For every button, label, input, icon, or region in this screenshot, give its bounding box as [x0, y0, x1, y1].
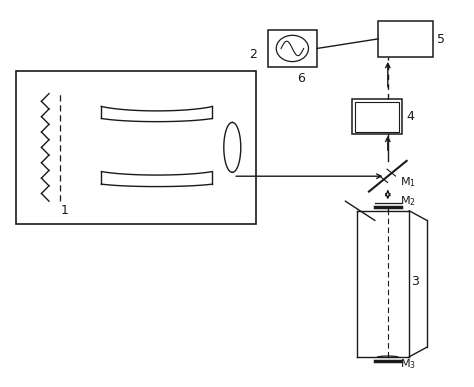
Text: 2: 2 — [249, 48, 256, 61]
Text: M$_3$: M$_3$ — [400, 358, 416, 372]
Bar — [268, 30, 317, 67]
Text: 3: 3 — [411, 276, 419, 288]
Text: 5: 5 — [438, 33, 445, 46]
Text: 1: 1 — [61, 204, 69, 217]
Bar — [378, 21, 433, 57]
Bar — [16, 70, 256, 224]
Text: 4: 4 — [407, 110, 415, 123]
Bar — [356, 102, 399, 132]
Text: M$_1$: M$_1$ — [400, 175, 416, 189]
Text: M$_2$: M$_2$ — [400, 194, 415, 208]
Text: 6: 6 — [297, 72, 305, 86]
Bar — [353, 99, 402, 134]
